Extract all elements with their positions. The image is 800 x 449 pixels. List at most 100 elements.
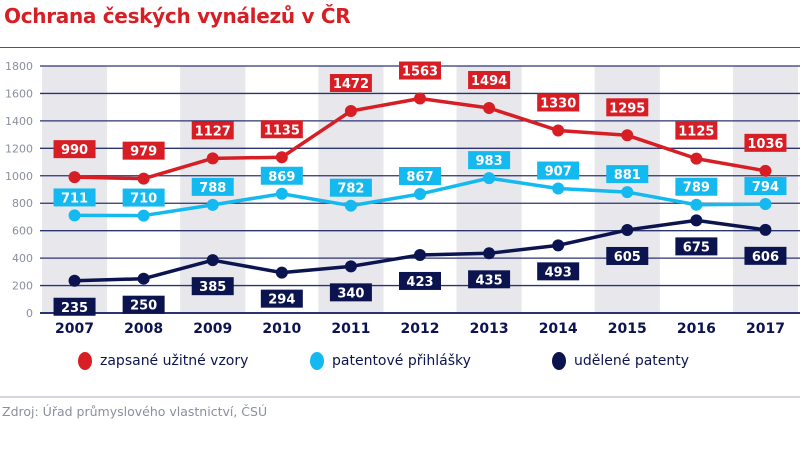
x-tick-label: 2007	[55, 321, 94, 337]
data-label: 675	[683, 240, 710, 255]
data-label-box	[260, 120, 303, 139]
data-label: 869	[268, 170, 295, 185]
x-tick-label: 2008	[124, 321, 163, 337]
data-point	[68, 274, 81, 287]
data-label: 1330	[540, 96, 576, 111]
y-tick-label: 1400	[5, 115, 33, 128]
source-divider	[0, 396, 800, 398]
data-point	[206, 198, 219, 211]
data-label: 1036	[747, 137, 783, 152]
data-point	[483, 172, 496, 185]
data-label: 990	[61, 143, 88, 158]
data-label-box	[191, 277, 234, 296]
legend-swatch	[78, 352, 92, 370]
y-tick-label: 1200	[5, 142, 33, 155]
data-point	[483, 247, 496, 260]
data-label: 1135	[264, 123, 300, 138]
series-line-0	[74, 96, 766, 181]
data-point	[344, 260, 357, 273]
data-label-box	[468, 151, 511, 170]
y-tick-label: 1800	[5, 60, 33, 73]
data-label: 979	[130, 145, 157, 160]
data-point	[759, 198, 772, 211]
y-tick-label: 600	[12, 225, 33, 238]
data-label: 423	[406, 275, 433, 290]
data-label: 794	[752, 180, 779, 195]
data-label: 1494	[471, 74, 507, 89]
data-label-box	[191, 177, 234, 196]
data-point	[759, 164, 772, 177]
data-label: 983	[476, 154, 503, 169]
title-divider	[0, 47, 800, 48]
y-tick-label: 1000	[5, 170, 33, 183]
data-label: 782	[337, 182, 364, 197]
data-label-box	[399, 167, 441, 186]
data-point	[759, 223, 772, 236]
data-label-box	[744, 177, 787, 196]
chart-plot: 0 200 400 600 800 1000 1200 1400 1600 1800 2007 200…	[5, 60, 800, 337]
data-point	[414, 248, 426, 261]
data-point	[414, 92, 426, 105]
data-point	[68, 171, 81, 184]
data-point	[344, 105, 357, 118]
data-label-box	[537, 161, 580, 180]
data-label-box	[606, 98, 649, 117]
data-label-box	[329, 178, 372, 197]
data-point	[137, 172, 150, 185]
data-label: 710	[130, 192, 157, 207]
data-point	[275, 266, 288, 279]
data-label-box	[260, 289, 303, 308]
data-label-box	[537, 262, 580, 281]
data-label: 493	[545, 265, 572, 280]
data-point	[552, 124, 565, 137]
data-label-box	[122, 141, 165, 160]
data-label-box	[122, 188, 165, 207]
data-label: 1472	[333, 77, 369, 92]
data-label: 711	[61, 191, 88, 206]
data-label-box	[537, 93, 580, 112]
x-tick-label: 2015	[608, 321, 647, 337]
data-label-box	[329, 283, 372, 302]
data-label: 881	[614, 168, 641, 183]
data-label-box	[675, 237, 718, 256]
data-label-box	[329, 74, 372, 93]
x-tick-label: 2016	[677, 321, 716, 337]
legend-item-0: zapsané užitné vzory	[78, 352, 248, 370]
data-label-box	[606, 246, 649, 265]
data-label-box	[260, 166, 303, 185]
data-label-box	[675, 121, 718, 140]
legend-label: zapsané užitné vzory	[100, 353, 249, 369]
data-point	[206, 254, 219, 267]
data-label-box	[53, 140, 96, 159]
data-label: 385	[199, 280, 226, 295]
data-point	[690, 152, 703, 165]
x-tick-label: 2017	[746, 321, 785, 337]
data-label-box	[744, 133, 787, 152]
data-label: 789	[683, 181, 710, 196]
x-tick-label: 2014	[539, 321, 578, 337]
x-tick-label: 2013	[470, 321, 509, 337]
data-point	[621, 129, 634, 142]
data-label-box	[122, 295, 165, 314]
data-point	[344, 199, 357, 212]
data-point	[275, 187, 288, 200]
data-point	[137, 272, 150, 285]
y-tick-label: 0	[26, 307, 33, 320]
x-tick-label: 2011	[331, 321, 370, 337]
legend-label: patentové přihlášky	[332, 353, 471, 369]
data-point	[690, 198, 703, 211]
data-label-box	[606, 165, 649, 184]
data-label: 1125	[678, 125, 714, 140]
data-label: 605	[614, 250, 641, 265]
data-point	[483, 101, 496, 114]
legend-item-1: patentové přihlášky	[310, 352, 471, 370]
x-tick-label: 2012	[401, 321, 440, 337]
data-label-box	[399, 61, 441, 80]
y-tick-label: 1600	[5, 87, 33, 100]
data-label-box	[53, 297, 96, 316]
data-label: 606	[752, 250, 779, 265]
data-label-box	[468, 70, 511, 89]
source-note: Zdroj: Úřad průmyslového vlastnictví, ČS…	[2, 404, 268, 419]
chart-title: Ochrana českých vynálezů v ČR	[4, 4, 351, 28]
x-tick-label: 2009	[193, 321, 232, 337]
